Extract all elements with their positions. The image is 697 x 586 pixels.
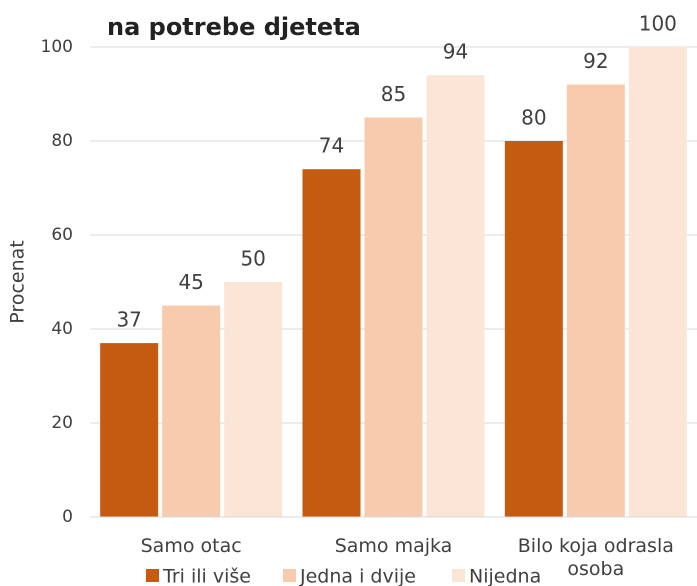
legend-swatch: [452, 569, 465, 582]
data-label: 94: [443, 40, 468, 64]
x-tick-label: Bilo koja odrasla osoba: [517, 535, 674, 580]
legend-label: Nijedna: [469, 566, 541, 586]
bar: [628, 47, 687, 517]
data-label: 45: [178, 270, 203, 294]
chart-title: na potrebe djeteta: [107, 13, 361, 41]
y-axis-label: Procenat: [7, 240, 29, 323]
bar: [162, 305, 221, 517]
legend-swatch: [146, 569, 159, 582]
bar: [224, 282, 283, 517]
bar: [100, 343, 159, 517]
x-tick-label: Samo majka: [334, 535, 453, 557]
data-label: 50: [240, 247, 265, 271]
data-label: 74: [319, 134, 344, 158]
data-label: 37: [116, 308, 141, 332]
bar: [426, 75, 485, 517]
bar: [504, 141, 563, 517]
data-label: 100: [639, 12, 677, 36]
y-tick-label: 0: [62, 507, 73, 527]
y-tick-label: 40: [51, 319, 73, 339]
y-tick-label: 60: [51, 225, 73, 245]
y-tick-label: 20: [51, 413, 73, 433]
bar: [566, 84, 625, 517]
bar: [302, 169, 361, 517]
data-label: 85: [381, 82, 406, 106]
data-label: 92: [583, 49, 608, 73]
bar: [364, 117, 423, 517]
legend-label: Tri ili više: [162, 566, 251, 586]
y-tick-label: 100: [41, 37, 73, 57]
data-label: 80: [521, 106, 546, 130]
legend-label: Jedna i dvije: [299, 566, 416, 586]
x-tick-label: Samo otac: [140, 535, 242, 557]
y-tick-label: 80: [51, 131, 73, 151]
legend-swatch: [283, 569, 296, 582]
